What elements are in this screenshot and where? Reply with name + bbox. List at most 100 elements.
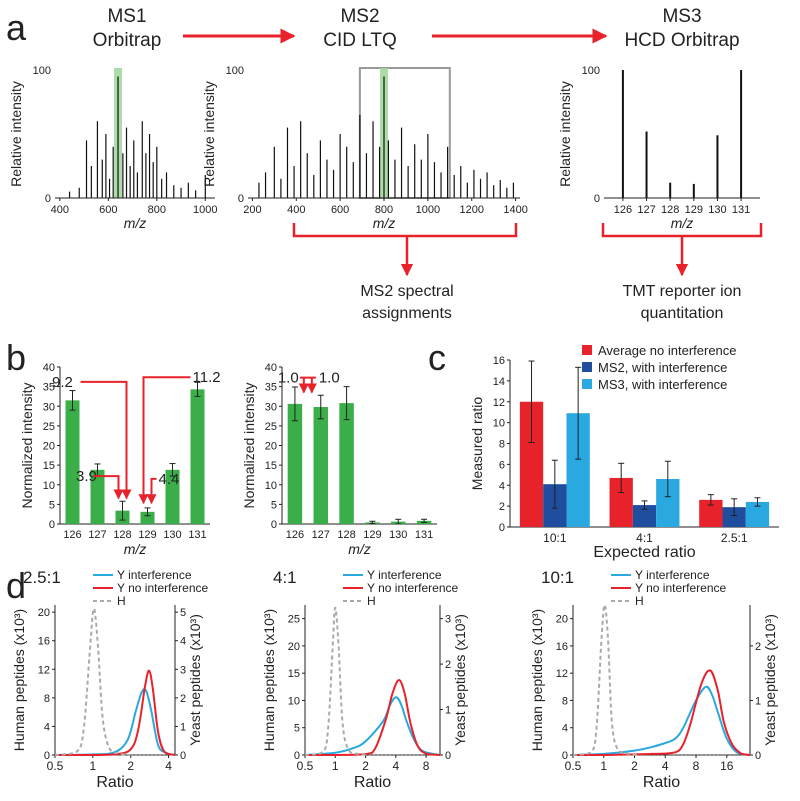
b-left-bar <box>140 511 155 524</box>
ms2-x-tick-label: 400 <box>287 204 305 216</box>
ms1-x-tick-label: 600 <box>99 204 117 216</box>
b-right-y-tick-label: 30 <box>265 401 277 413</box>
d3-x-tick-label: 16 <box>720 759 734 773</box>
c-legend-swatch <box>582 345 592 355</box>
b-right-y-tick-label: 10 <box>265 480 277 492</box>
ms2-x-tick-label: 200 <box>243 204 261 216</box>
b-left-x-axis-label: m/z <box>124 541 147 557</box>
b-right-x-tick-label: 126 <box>286 529 304 541</box>
d3-y2-axis-label: Yeast peptides (x10³) <box>762 614 778 746</box>
ms2-bracket <box>292 223 518 238</box>
b-left-x-tick-label: 129 <box>138 529 156 541</box>
b-left-x-tick-label: 126 <box>63 529 81 541</box>
panel-label-a: a <box>6 7 27 48</box>
d1-y2-tick-label: 5 <box>180 607 186 619</box>
b-right-x-axis-label: m/z <box>348 541 371 557</box>
b-right-x-tick-label: 130 <box>389 529 407 541</box>
b-right-ratio-label: 1.0 <box>278 370 299 387</box>
c-bar <box>699 499 723 527</box>
d3-y-axis-label: Human peptides (x10³) <box>529 609 545 751</box>
ms3-x-tick-label: 128 <box>661 204 679 216</box>
ms3-spectrum-chart: 126 127 128 129 130 131 0 100 Relative intensity… <box>557 65 760 231</box>
d2-y-axis-label: Human peptides (x10³) <box>261 609 277 751</box>
b-left-ratio-arrow <box>80 380 132 500</box>
d3-x-tick-label: 4 <box>662 759 669 773</box>
b-right-x-tick-label: 128 <box>337 529 355 541</box>
ms3-y-tick-label: 0 <box>594 193 600 205</box>
panel-label-b: b <box>6 337 26 378</box>
d2-legend-label: Y interference <box>367 568 442 582</box>
c-bar <box>745 501 770 527</box>
c-legend-swatch <box>582 379 592 389</box>
d2-x-tick-label: 0.5 <box>297 759 314 773</box>
b-left-x-tick-label: 131 <box>188 529 206 541</box>
d3-x-axis-label: Ratio <box>643 774 680 791</box>
c-legend-label: Average no interference <box>598 343 737 358</box>
b-right-x-tick-label: 131 <box>415 529 433 541</box>
d3-y-tick-label: 8 <box>562 695 568 707</box>
b-right-bar <box>339 403 354 524</box>
ms2-output-line2: assignments <box>362 305 452 322</box>
b-right-y-tick-label: 20 <box>265 441 277 453</box>
d1-x-tick-label: 4 <box>165 759 172 773</box>
d3-x-tick-label: 2 <box>631 759 638 773</box>
b-left-ratio-label: 11.2 <box>193 369 221 386</box>
c-bar <box>722 507 746 527</box>
b-left-y-tick-label: 15 <box>43 460 55 472</box>
ms1-x-tick-label: 800 <box>148 204 166 216</box>
d2-y2-axis-label: Yeast peptides (x10³) <box>452 614 468 746</box>
d2-x-tick-label: 8 <box>423 759 430 773</box>
b-left-ratio-arrow <box>146 477 157 505</box>
b-left-ratio-label: 3.9 <box>76 468 97 485</box>
d2-y-tick-label: 15 <box>288 668 300 680</box>
d2-series-line <box>305 678 441 756</box>
d1-legend-label: H <box>117 594 126 608</box>
b-left-y-axis-label: Normalized intensity <box>19 382 35 508</box>
ms1-title: MS1 <box>107 6 146 27</box>
d3-y2-tick-label: 2 <box>755 641 761 653</box>
d3-series-line <box>572 685 751 756</box>
c-x-axis-label: Expected ratio <box>593 544 695 561</box>
d3-y2-tick-label: 1 <box>755 695 761 707</box>
ms1-subtitle: Orbitrap <box>93 30 162 51</box>
d2-x-tick-label: 4 <box>392 759 399 773</box>
ms3-x-axis-label: m/z <box>671 215 694 231</box>
d1-y2-tick-label: 1 <box>180 721 186 733</box>
b-right-y-tick-label: 15 <box>265 460 277 472</box>
b-left-ratio-arrow <box>93 475 124 500</box>
c-legend-label: MS2, with interference <box>598 360 727 375</box>
c-y-tick-label: 10 <box>493 418 505 430</box>
ms3-x-tick-label: 129 <box>685 204 703 216</box>
ms2-x-tick-label: 1200 <box>459 204 483 216</box>
ms2-x-axis-label: m/z <box>373 215 396 231</box>
b-left-bar <box>65 400 80 524</box>
d2-y2-tick-label: 1 <box>445 705 451 717</box>
c-x-tick-label: 2.5:1 <box>721 531 748 545</box>
ms2-x-tick-label: 1400 <box>503 204 527 216</box>
d2-y2-tick-label: 3 <box>445 614 451 626</box>
c-y-tick-label: 14 <box>493 376 505 388</box>
panel-label-d: d <box>6 565 26 606</box>
c-legend-swatch <box>582 362 592 372</box>
ms2-y-tick-label: 100 <box>226 65 244 77</box>
d2-y-tick-label: 10 <box>288 695 300 707</box>
reporter-bars-right-chart: 0 5 10 15 20 25 30 35 40 126 127 128 129 130 131 Normal… <box>241 362 437 557</box>
d2-x-tick-label: 2 <box>362 759 369 773</box>
d2-y2-tick-label: 2 <box>445 659 451 671</box>
ms3-subtitle: HCD Orbitrap <box>624 30 739 51</box>
ms1-y-tick-label: 100 <box>33 65 51 77</box>
d1-x-tick-label: 2 <box>127 759 134 773</box>
ms2-x-tick-label: 1000 <box>416 204 440 216</box>
panel-label-c: c <box>428 337 446 378</box>
d3-x-tick-label: 0.5 <box>565 759 582 773</box>
reporter-bars-left-chart: 0 5 10 15 20 25 30 35 40 126 127 128 129 130 131 Normal… <box>19 362 221 557</box>
c-bar <box>566 413 590 527</box>
ms2-title: MS2 <box>340 6 379 27</box>
ms3-output-line1: TMT reporter ion <box>623 283 742 300</box>
d1-y2-axis-label: Yeast peptides (x10³) <box>187 614 203 746</box>
d1-x-axis-label: Ratio <box>96 774 133 791</box>
d3-series-line <box>572 603 639 756</box>
